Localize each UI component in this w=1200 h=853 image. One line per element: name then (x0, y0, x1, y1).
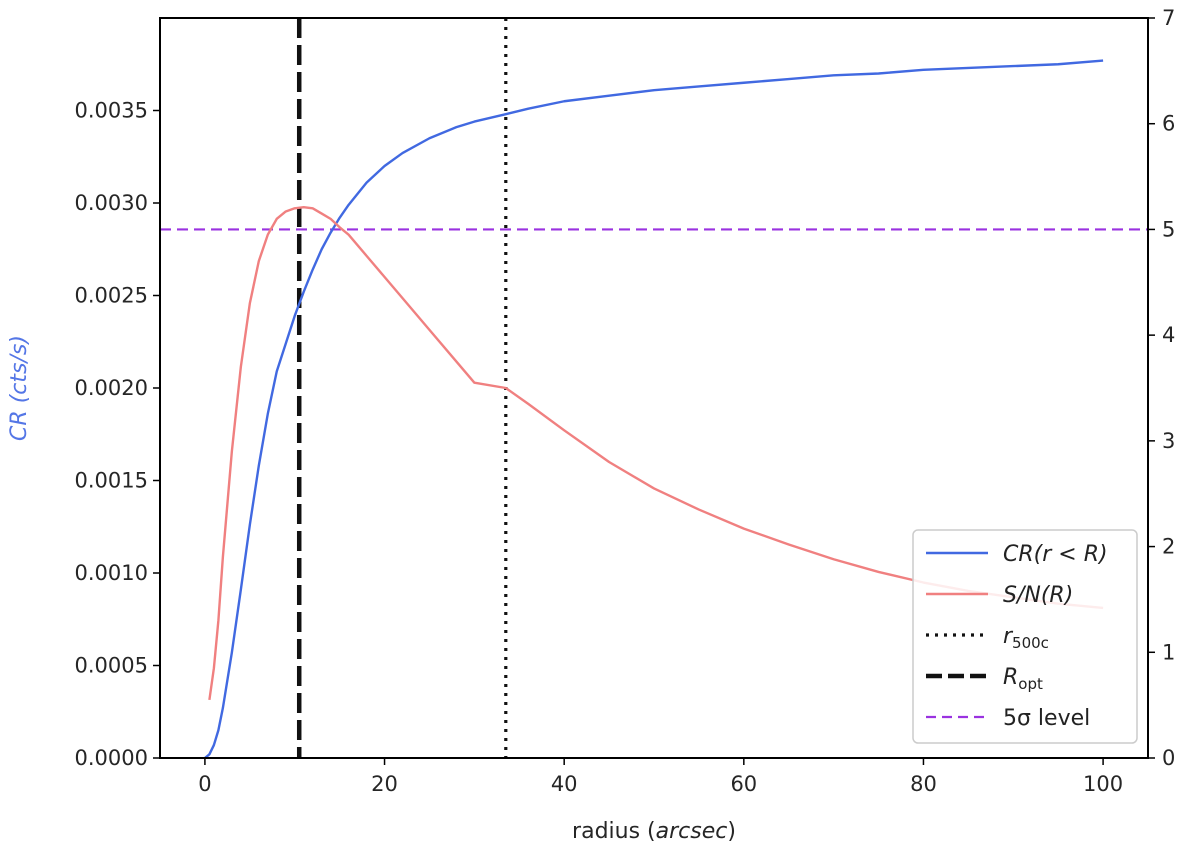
y-left-tick-label: 0.0025 (75, 284, 148, 308)
x-tick-label: 100 (1083, 772, 1123, 796)
x-tick-label: 80 (910, 772, 937, 796)
y-left-tick-label: 0.0000 (75, 746, 148, 770)
y-right-tick-label: 2 (1162, 535, 1175, 559)
series-line-sn (208, 206, 1104, 701)
y-right-tick-label: 0 (1162, 746, 1175, 770)
y-right-tick-label: 4 (1162, 323, 1175, 347)
legend-label-ropt: Ropt (1003, 665, 1043, 693)
series-line-cr (204, 59, 1104, 758)
y-left-tick-label: 0.0010 (75, 561, 148, 585)
legend-frame (912, 529, 1138, 744)
y-right-tick-label: 5 (1162, 217, 1175, 241)
y-left-tick-label: 0.0020 (75, 376, 148, 400)
y-right-tick-label: 3 (1162, 429, 1175, 453)
x-tick-label: 0 (198, 772, 211, 796)
legend-label-r500c: r500c (1003, 624, 1049, 652)
y-left-tick-label: 0.0030 (75, 191, 148, 215)
y-right-tick-label: 6 (1162, 112, 1175, 136)
x-tick-label: 20 (371, 772, 398, 796)
legend: CR(r < R) S/N(R) r500c Ropt 5σ level (912, 529, 1138, 744)
legend-label-sigma: 5σ level (1003, 706, 1090, 731)
y-left-tick-label: 0.0005 (75, 654, 148, 678)
y-left-axis-title: CR (cts/s) (7, 335, 32, 441)
y-left-tick-label: 0.0035 (75, 99, 148, 123)
x-tick-label: 40 (551, 772, 578, 796)
y-right-tick-label: 1 (1162, 640, 1175, 664)
legend-label-sn: S/N(R) (1003, 583, 1073, 608)
legend-label-cr: CR(r < R) (1003, 542, 1108, 567)
y-right-tick-label: 7 (1162, 6, 1175, 30)
x-tick-label: 60 (730, 772, 757, 796)
y-left-tick-label: 0.0015 (75, 469, 148, 493)
x-axis-title: radius (arcsec) (572, 819, 736, 844)
